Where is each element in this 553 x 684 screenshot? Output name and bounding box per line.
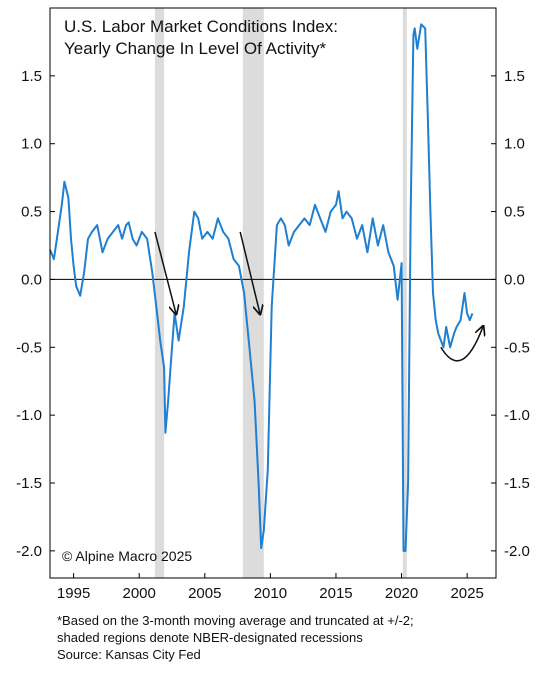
annotation-arrow-2 — [239, 231, 260, 313]
y-tick-label-right: -1.0 — [504, 407, 530, 424]
y-tick-label-right: 1.0 — [504, 136, 525, 153]
series-line-1 — [49, 23, 474, 552]
x-tick-label: 2015 — [319, 585, 352, 602]
y-tick-label-right: -0.5 — [504, 339, 530, 356]
x-tick-label: 2000 — [123, 585, 156, 602]
y-tick-label-left: -1.0 — [16, 407, 42, 424]
y-tick-label-right: 0.0 — [504, 271, 525, 288]
recession-band-3 — [402, 8, 407, 578]
y-tick-label-left: -2.0 — [16, 543, 42, 560]
annotation-arrow-3 — [440, 327, 483, 362]
x-tick-label: 2025 — [450, 585, 483, 602]
recession-shading-layer — [154, 8, 407, 578]
chart-subtitle: Yearly Change In Level Of Activity* — [64, 39, 326, 58]
y-tick-label-left: -1.5 — [16, 475, 42, 492]
y-tick-label-left: 0.0 — [21, 271, 42, 288]
footnote-line-1: *Based on the 3-month moving average and… — [57, 613, 414, 628]
y-tick-label-left: 0.5 — [21, 204, 42, 221]
copyright-label: © Alpine Macro 2025 — [62, 548, 192, 564]
annotation-layer — [154, 231, 483, 362]
annotation-arrow-1 — [154, 231, 176, 313]
y-tick-label-left: -0.5 — [16, 339, 42, 356]
x-tick-label: 1995 — [57, 585, 90, 602]
plot-frame — [49, 7, 497, 579]
y-tick-label-left: 1.5 — [21, 68, 42, 85]
y-tick-label-left: 1.0 — [21, 136, 42, 153]
footnote: *Based on the 3-month moving average and… — [57, 612, 547, 663]
recession-band-2 — [242, 8, 264, 578]
y-tick-label-right: 1.5 — [504, 68, 525, 85]
y-tick-label-right: 0.5 — [504, 204, 525, 221]
footnote-source: Source: Kansas City Fed — [57, 647, 201, 662]
series-layer — [49, 23, 474, 552]
y-tick-label-right: -1.5 — [504, 475, 530, 492]
x-tick-label: 2005 — [188, 585, 221, 602]
recession-band-1 — [154, 8, 165, 578]
y-tick-label-right: -2.0 — [504, 543, 530, 560]
x-tick-label: 2010 — [254, 585, 287, 602]
footnote-line-2: shaded regions denote NBER-designated re… — [57, 630, 363, 645]
tick-layer: 1.5 1.5 1.0 1.0 0.5 0.5 0.0 0.0 -0.5 -0.5 -1.0 -1.0… — [16, 68, 530, 602]
x-tick-label: 2020 — [385, 585, 418, 602]
chart-title: U.S. Labor Market Conditions Index: — [64, 17, 338, 36]
